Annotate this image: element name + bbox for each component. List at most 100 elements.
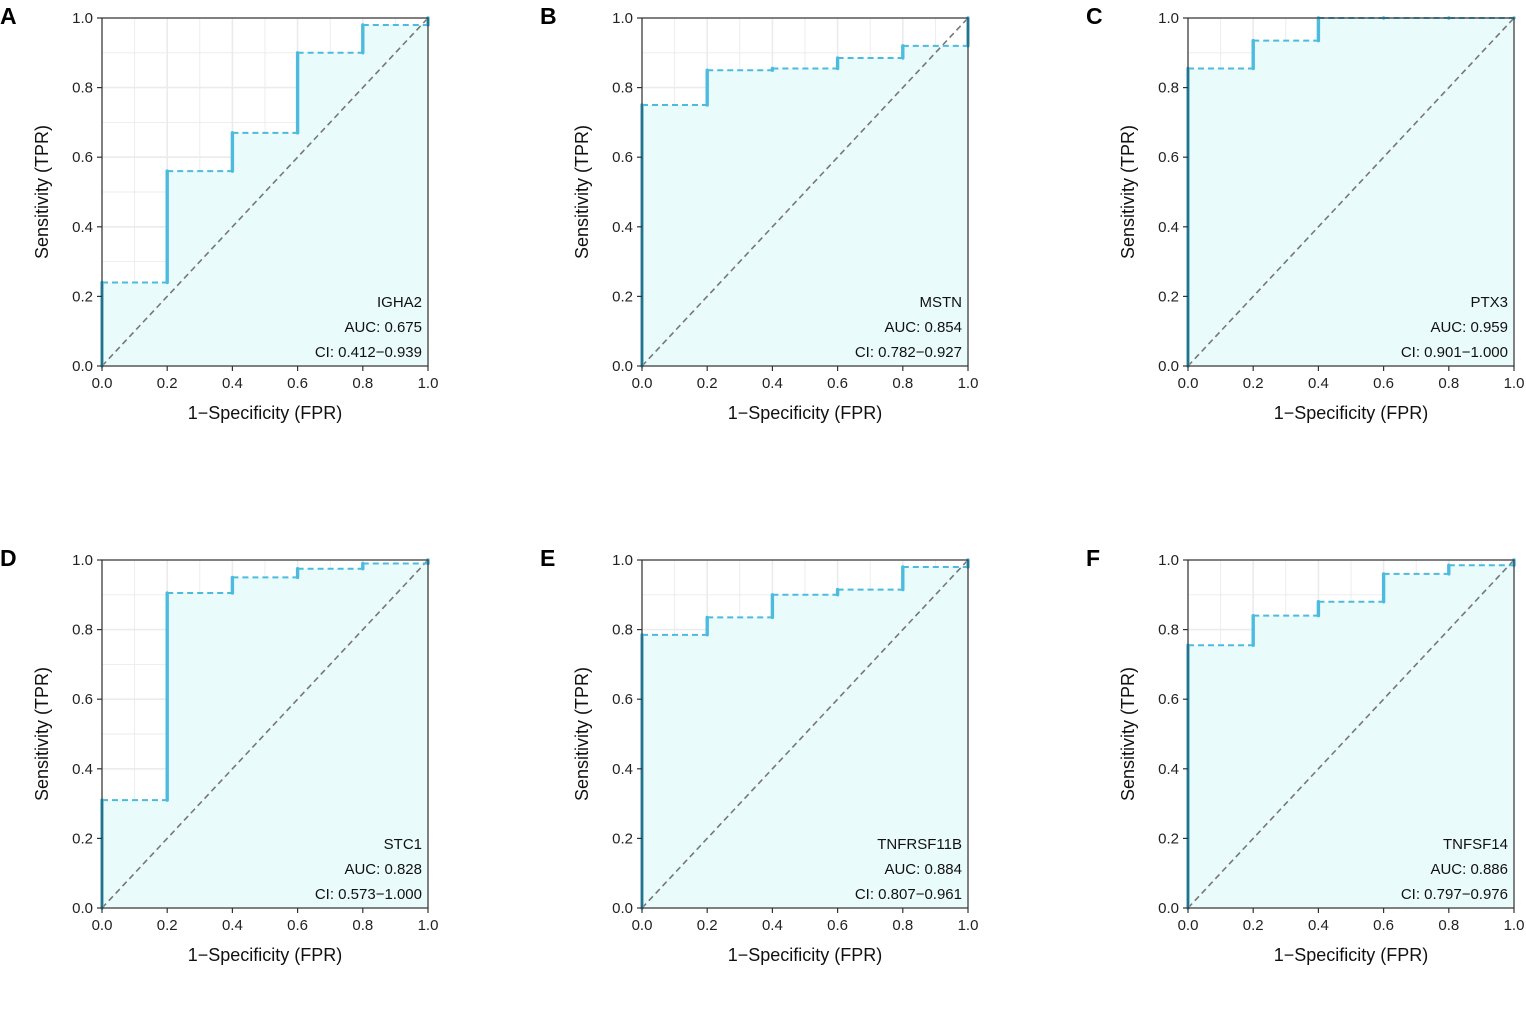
y-tick-label: 0.0 bbox=[612, 900, 633, 917]
x-tick-label: 1.0 bbox=[418, 375, 439, 392]
panel-letter: E bbox=[540, 545, 555, 571]
roc-panel-b: B 0.0 0.2 0.4 0.6 0.8 1.0 0.0 0.2 0.4 0.6 0.8 1.0 1−S… bbox=[540, 0, 1048, 480]
y-axis-title: Sensitivity (TPR) bbox=[32, 667, 52, 801]
y-tick-label: 0.4 bbox=[612, 219, 633, 236]
y-tick-label: 0.0 bbox=[72, 900, 93, 917]
y-tick-label: 0.6 bbox=[1158, 691, 1179, 708]
roc-auc-area bbox=[102, 560, 428, 908]
roc-panel-c: C 0.0 0.2 0.4 0.6 0.8 1.0 0.0 0.2 0.4 0.6 0.8 1.0 1−S… bbox=[1086, 0, 1526, 480]
x-tick-label: 1.0 bbox=[1504, 375, 1525, 392]
y-tick-label: 0.2 bbox=[612, 288, 633, 305]
y-tick-label: 1.0 bbox=[1158, 552, 1179, 569]
x-tick-label: 0.8 bbox=[352, 375, 373, 392]
auc-label: AUC: 0.675 bbox=[344, 319, 422, 336]
y-tick-label: 0.0 bbox=[72, 358, 93, 375]
gene-label: PTX3 bbox=[1470, 294, 1508, 311]
y-tick-label: 1.0 bbox=[612, 552, 633, 569]
ci-label: CI: 0.573−1.000 bbox=[315, 886, 422, 903]
y-tick-label: 0.8 bbox=[72, 622, 93, 639]
gene-label: TNFSF14 bbox=[1443, 836, 1508, 853]
panel-letter: D bbox=[0, 545, 17, 571]
roc-auc-area bbox=[1188, 18, 1514, 366]
y-axis-title: Sensitivity (TPR) bbox=[1118, 667, 1138, 801]
y-tick-label: 0.6 bbox=[72, 691, 93, 708]
x-tick-label: 0.2 bbox=[697, 375, 718, 392]
auc-label: AUC: 0.959 bbox=[1430, 319, 1508, 336]
x-tick-label: 0.8 bbox=[352, 917, 373, 934]
roc-auc-area bbox=[1188, 560, 1514, 908]
ci-label: CI: 0.797−0.976 bbox=[1401, 886, 1508, 903]
ci-label: CI: 0.782−0.927 bbox=[855, 344, 962, 361]
x-tick-label: 0.0 bbox=[92, 375, 113, 392]
x-tick-label: 0.4 bbox=[1308, 917, 1329, 934]
y-axis-title: Sensitivity (TPR) bbox=[32, 125, 52, 259]
plot-frame bbox=[641, 17, 969, 367]
y-tick-label: 0.0 bbox=[1158, 900, 1179, 917]
y-tick-label: 1.0 bbox=[612, 10, 633, 27]
x-tick-label: 0.6 bbox=[827, 375, 848, 392]
roc-chart-svg: C 0.0 0.2 0.4 0.6 0.8 1.0 0.0 0.2 0.4 0.6 0.8 1.0 1−S… bbox=[1086, 3, 1525, 423]
roc-figure: A 0.0 0.2 0.4 0.6 0.8 1.0 0.0 0.2 0.4 0.6 0.8 1.0 1−S… bbox=[0, 0, 1526, 965]
y-tick-label: 1.0 bbox=[72, 10, 93, 27]
y-tick-label: 0.6 bbox=[1158, 149, 1179, 166]
x-tick-label: 0.4 bbox=[1308, 375, 1329, 392]
x-tick-label: 0.4 bbox=[222, 375, 243, 392]
ci-label: CI: 0.412−0.939 bbox=[315, 344, 422, 361]
panel-letter: C bbox=[1086, 3, 1103, 29]
y-tick-label: 0.0 bbox=[1158, 358, 1179, 375]
roc-chart-svg: D 0.0 0.2 0.4 0.6 0.8 1.0 0.0 0.2 0.4 0.6 0.8 1.0 1−S… bbox=[0, 545, 439, 965]
x-tick-label: 0.6 bbox=[827, 917, 848, 934]
roc-panel-e: E 0.0 0.2 0.4 0.6 0.8 1.0 0.0 0.2 0.4 0.6 0.8 1.0 1−S… bbox=[540, 542, 1048, 1022]
x-tick-label: 0.4 bbox=[762, 375, 783, 392]
x-tick-label: 1.0 bbox=[958, 917, 979, 934]
x-axis-title: 1−Specificity (FPR) bbox=[1274, 945, 1429, 965]
x-tick-label: 1.0 bbox=[418, 917, 439, 934]
x-tick-label: 0.8 bbox=[892, 917, 913, 934]
x-tick-label: 0.8 bbox=[1438, 375, 1459, 392]
x-tick-label: 0.4 bbox=[762, 917, 783, 934]
gene-label: MSTN bbox=[920, 294, 963, 311]
y-tick-label: 0.2 bbox=[1158, 288, 1179, 305]
y-axis-title: Sensitivity (TPR) bbox=[572, 667, 592, 801]
y-tick-label: 0.6 bbox=[612, 691, 633, 708]
y-tick-label: 0.4 bbox=[1158, 219, 1179, 236]
y-tick-label: 0.8 bbox=[612, 80, 633, 97]
x-tick-label: 0.6 bbox=[287, 917, 308, 934]
roc-auc-area bbox=[642, 18, 968, 366]
plot-frame bbox=[641, 559, 969, 909]
x-tick-label: 0.2 bbox=[697, 917, 718, 934]
gene-label: STC1 bbox=[384, 836, 422, 853]
y-tick-label: 0.4 bbox=[72, 761, 93, 778]
y-tick-label: 0.6 bbox=[612, 149, 633, 166]
auc-label: AUC: 0.854 bbox=[884, 319, 962, 336]
y-tick-label: 1.0 bbox=[1158, 10, 1179, 27]
roc-chart-svg: F 0.0 0.2 0.4 0.6 0.8 1.0 0.0 0.2 0.4 0.6 0.8 1.0 1−S… bbox=[1086, 545, 1524, 965]
y-tick-label: 0.4 bbox=[612, 761, 633, 778]
panel-letter: A bbox=[0, 3, 17, 29]
panel-letter: B bbox=[540, 3, 557, 29]
roc-panel-d: D 0.0 0.2 0.4 0.6 0.8 1.0 0.0 0.2 0.4 0.6 0.8 1.0 1−S… bbox=[0, 542, 508, 1022]
y-tick-label: 0.0 bbox=[612, 358, 633, 375]
x-tick-label: 0.2 bbox=[157, 917, 178, 934]
x-tick-label: 0.6 bbox=[1373, 375, 1394, 392]
x-tick-label: 0.6 bbox=[287, 375, 308, 392]
y-tick-label: 0.8 bbox=[612, 622, 633, 639]
plot-frame bbox=[101, 17, 429, 367]
auc-label: AUC: 0.886 bbox=[1430, 861, 1508, 878]
ci-label: CI: 0.901−1.000 bbox=[1401, 344, 1508, 361]
y-tick-label: 0.8 bbox=[1158, 622, 1179, 639]
ci-label: CI: 0.807−0.961 bbox=[855, 886, 962, 903]
roc-panel-a: A 0.0 0.2 0.4 0.6 0.8 1.0 0.0 0.2 0.4 0.6 0.8 1.0 1−S… bbox=[0, 0, 508, 480]
x-tick-label: 0.0 bbox=[1178, 917, 1199, 934]
roc-auc-area bbox=[642, 560, 968, 908]
roc-chart-svg: A 0.0 0.2 0.4 0.6 0.8 1.0 0.0 0.2 0.4 0.6 0.8 1.0 1−S… bbox=[0, 3, 439, 423]
roc-chart-svg: E 0.0 0.2 0.4 0.6 0.8 1.0 0.0 0.2 0.4 0.6 0.8 1.0 1−S… bbox=[540, 545, 979, 965]
x-tick-label: 0.6 bbox=[1373, 917, 1394, 934]
y-tick-label: 0.2 bbox=[72, 288, 93, 305]
x-tick-label: 0.8 bbox=[892, 375, 913, 392]
x-axis-title: 1−Specificity (FPR) bbox=[728, 403, 883, 423]
x-tick-label: 0.8 bbox=[1438, 917, 1459, 934]
x-tick-label: 0.4 bbox=[222, 917, 243, 934]
roc-panel-f: F 0.0 0.2 0.4 0.6 0.8 1.0 0.0 0.2 0.4 0.6 0.8 1.0 1−S… bbox=[1086, 542, 1526, 1022]
y-tick-label: 0.4 bbox=[72, 219, 93, 236]
